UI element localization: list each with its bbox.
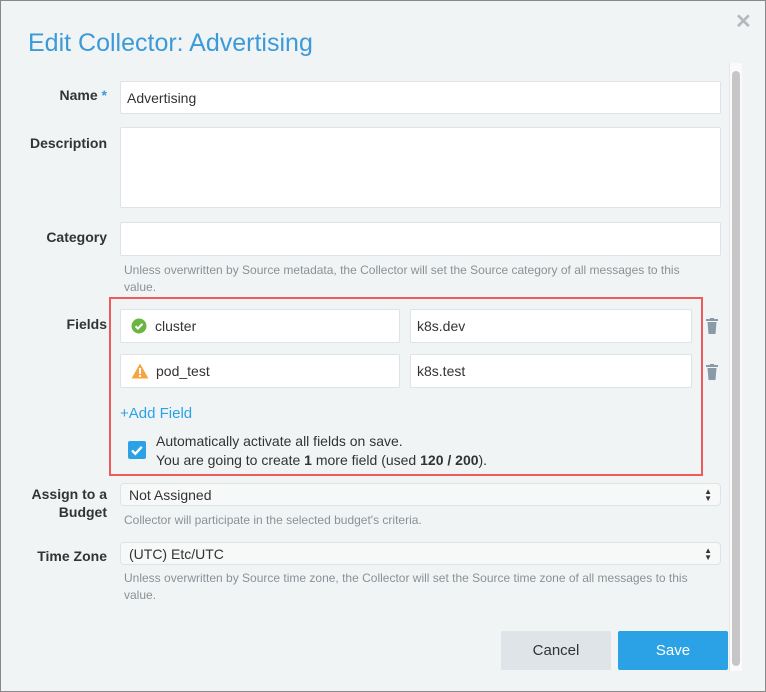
select-arrows-icon: ▲ ▼ xyxy=(704,545,712,562)
fields-highlight xyxy=(109,297,703,476)
timezone-label: Time Zone xyxy=(37,548,107,564)
warning-triangle-icon xyxy=(131,363,149,379)
close-icon[interactable]: ✕ xyxy=(735,11,752,33)
name-label-text: Name xyxy=(59,87,98,103)
fields-label: Fields xyxy=(66,316,107,332)
budget-help: Collector will participate in the select… xyxy=(124,513,422,527)
timezone-value: (UTC) Etc/UTC xyxy=(129,545,224,562)
auto-activate-text: Automatically activate all fields on sav… xyxy=(156,432,487,470)
budget-label: Assign to a Budget xyxy=(1,485,107,521)
description-label: Description xyxy=(29,135,107,151)
field-key-input[interactable]: cluster xyxy=(120,309,400,343)
select-arrows-icon: ▲ ▼ xyxy=(704,486,712,503)
timezone-select[interactable]: (UTC) Etc/UTC ▲ ▼ xyxy=(120,542,721,565)
field-value-input[interactable]: k8s.dev xyxy=(410,309,692,343)
budget-label-line2: Budget xyxy=(58,504,107,520)
auto-activate-line1: Automatically activate all fields on sav… xyxy=(156,433,403,449)
add-field-link[interactable]: +Add Field xyxy=(120,405,193,422)
trash-icon[interactable] xyxy=(706,318,718,334)
scrollbar-thumb[interactable] xyxy=(732,71,740,666)
field-key-input[interactable]: pod_test xyxy=(120,354,400,388)
auto-activate-checkbox[interactable] xyxy=(128,441,146,459)
timezone-help: Unless overwritten by Source time zone, … xyxy=(124,571,688,602)
limit-count: 200 xyxy=(455,452,479,468)
separator: / xyxy=(443,452,456,468)
text: more field (used xyxy=(311,452,421,468)
auto-activate-line2: You are going to create 1 more field (us… xyxy=(156,451,487,470)
check-circle-icon xyxy=(131,318,147,334)
required-mark: * xyxy=(101,87,107,103)
budget-select[interactable]: Not Assigned ▲ ▼ xyxy=(120,483,721,506)
field-value-input[interactable]: k8s.test xyxy=(410,354,692,388)
budget-label-line1: Assign to a xyxy=(31,486,107,502)
new-field-count: 1 xyxy=(304,452,312,468)
field-key: cluster xyxy=(155,318,197,334)
cancel-button[interactable]: Cancel xyxy=(501,631,611,670)
name-label: Name * xyxy=(1,87,107,103)
name-input[interactable]: Advertising xyxy=(120,81,721,114)
description-textarea[interactable] xyxy=(120,127,721,208)
used-count: 120 xyxy=(420,452,444,468)
text: ). xyxy=(478,452,488,468)
trash-icon[interactable] xyxy=(706,364,718,380)
dialog-title: Edit Collector: Advertising xyxy=(28,29,313,57)
field-key: pod_test xyxy=(156,363,210,379)
category-help: Unless overwritten by Source metadata, t… xyxy=(124,263,680,294)
category-input[interactable] xyxy=(120,222,721,256)
budget-value: Not Assigned xyxy=(129,486,212,503)
category-label: Category xyxy=(46,229,107,245)
text: You are going to create xyxy=(156,452,305,468)
save-button[interactable]: Save xyxy=(618,631,728,670)
